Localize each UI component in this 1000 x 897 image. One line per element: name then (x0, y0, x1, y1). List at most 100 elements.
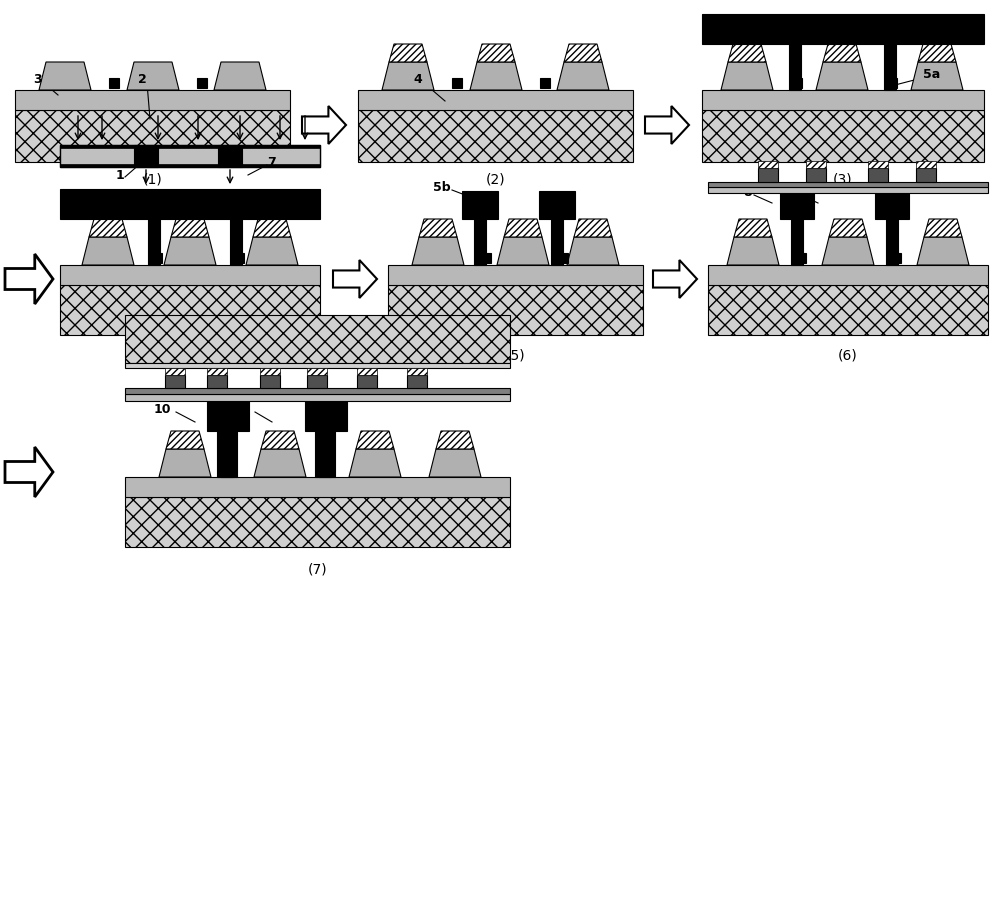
Bar (60, 145, 320, 167)
Bar (125, 497, 510, 547)
Polygon shape (253, 219, 291, 237)
Bar (407, 368, 427, 375)
Text: (6): (6) (838, 348, 858, 362)
Polygon shape (645, 106, 689, 144)
Polygon shape (349, 449, 401, 477)
Text: 4: 4 (414, 73, 422, 85)
Bar (207, 401, 249, 431)
Bar (551, 210, 563, 265)
Text: 2: 2 (138, 73, 146, 85)
Polygon shape (911, 62, 963, 90)
Bar (152, 253, 162, 263)
Polygon shape (389, 44, 427, 62)
Bar (916, 161, 936, 168)
Bar (315, 401, 335, 477)
Bar (875, 193, 909, 219)
Bar (60, 164, 320, 167)
Bar (806, 161, 826, 168)
Bar (234, 253, 244, 263)
Text: (1): (1) (143, 172, 162, 186)
Bar (407, 375, 427, 388)
Text: (3): (3) (833, 172, 853, 186)
Bar (702, 110, 984, 162)
Polygon shape (924, 219, 962, 237)
Bar (60, 265, 320, 285)
Text: 8: 8 (744, 186, 752, 198)
Text: 9: 9 (791, 186, 799, 198)
Polygon shape (816, 62, 868, 90)
Bar (323, 465, 333, 475)
Text: 1: 1 (116, 169, 124, 181)
Bar (230, 219, 242, 265)
Bar (165, 375, 185, 388)
Text: 5b: 5b (433, 180, 451, 194)
Polygon shape (504, 219, 542, 237)
Bar (452, 78, 462, 88)
Bar (758, 161, 778, 168)
Bar (260, 368, 280, 375)
Polygon shape (564, 44, 602, 62)
Bar (702, 90, 984, 110)
Text: (4): (4) (180, 348, 200, 362)
Bar (806, 168, 826, 182)
Polygon shape (261, 431, 299, 449)
Bar (60, 285, 320, 335)
Bar (60, 189, 320, 219)
Text: (2): (2) (486, 172, 505, 186)
Bar (218, 145, 242, 167)
Polygon shape (574, 219, 612, 237)
Bar (358, 90, 633, 110)
Bar (60, 145, 320, 167)
Bar (125, 388, 510, 394)
Polygon shape (302, 106, 346, 144)
Bar (558, 253, 568, 263)
Polygon shape (356, 431, 394, 449)
Bar (887, 78, 897, 88)
Polygon shape (254, 449, 306, 477)
Bar (15, 110, 290, 162)
Polygon shape (5, 254, 53, 304)
Polygon shape (829, 219, 867, 237)
Polygon shape (159, 449, 211, 477)
Bar (319, 427, 331, 477)
Bar (916, 168, 936, 182)
Text: 10: 10 (153, 403, 171, 415)
Bar (884, 44, 896, 90)
Bar (758, 168, 778, 182)
Polygon shape (127, 62, 179, 90)
Polygon shape (721, 62, 773, 90)
Bar (165, 368, 185, 375)
Polygon shape (382, 62, 434, 90)
Polygon shape (823, 44, 861, 62)
Polygon shape (39, 62, 91, 90)
Bar (481, 253, 491, 263)
Polygon shape (728, 44, 766, 62)
Bar (702, 14, 984, 44)
Polygon shape (918, 44, 956, 62)
Bar (207, 368, 227, 375)
Bar (307, 375, 327, 388)
Polygon shape (653, 260, 697, 298)
Bar (462, 191, 498, 219)
Polygon shape (333, 260, 377, 298)
Bar (260, 375, 280, 388)
Bar (358, 110, 633, 162)
Polygon shape (246, 237, 298, 265)
Bar (388, 265, 643, 285)
Bar (791, 215, 803, 265)
Bar (891, 253, 901, 263)
Bar (357, 368, 377, 375)
Polygon shape (164, 237, 216, 265)
Bar (307, 368, 327, 375)
Polygon shape (557, 62, 609, 90)
Polygon shape (82, 237, 134, 265)
Text: 11: 11 (233, 403, 251, 415)
Bar (796, 253, 806, 263)
Polygon shape (5, 447, 53, 497)
Polygon shape (171, 219, 209, 237)
Bar (305, 401, 347, 431)
Polygon shape (734, 219, 772, 237)
Polygon shape (470, 62, 522, 90)
Polygon shape (436, 431, 474, 449)
Bar (886, 215, 898, 265)
